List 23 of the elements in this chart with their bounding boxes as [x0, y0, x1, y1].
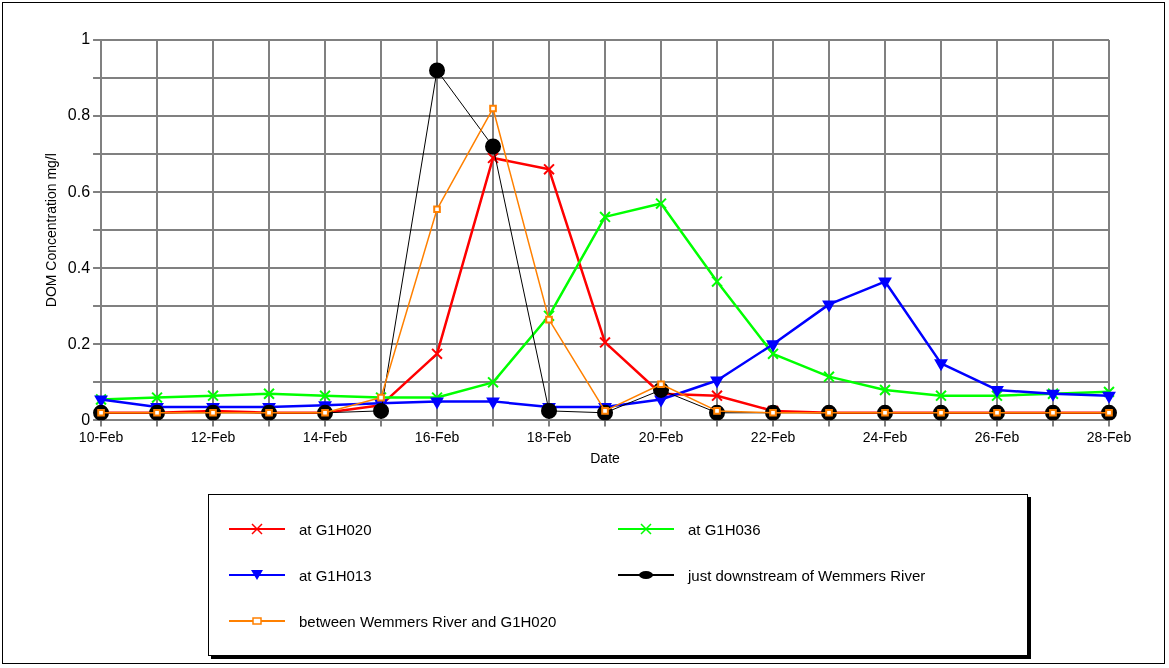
y-tick-label: 0.6 [67, 182, 91, 200]
x-tick-label: 22-Feb [750, 428, 796, 445]
x-tick-label: 24-Feb [862, 428, 908, 445]
y-tick-label: 0 [81, 410, 91, 428]
legend-label: at G1H036 [688, 520, 761, 538]
y-tick-label: 1 [81, 30, 91, 48]
x-tick-label: 12-Feb [190, 428, 236, 445]
x-tick-label: 18-Feb [526, 428, 572, 445]
legend-label: between Wemmers River and G1H020 [299, 612, 557, 630]
x-tick-label: 26-Feb [974, 428, 1020, 445]
legend-label: at G1H020 [299, 520, 372, 538]
x-tick-label: 20-Feb [638, 428, 684, 445]
x-axis-title: Date [590, 450, 621, 467]
legend-label: at G1H013 [299, 566, 372, 584]
x-tick-label: 14-Feb [302, 428, 348, 445]
y-tick-label: 0.2 [67, 334, 91, 352]
x-tick-label: 10-Feb [78, 428, 124, 445]
y-tick-label: 0.4 [67, 258, 91, 276]
x-tick-label: 28-Feb [1086, 428, 1132, 445]
y-tick-label: 0.8 [67, 106, 91, 124]
x-tick-label: 16-Feb [414, 428, 460, 445]
legend-label: just downstream of Wemmers River [688, 566, 926, 584]
y-axis-title: DOM Concentration mg/l [43, 153, 60, 308]
